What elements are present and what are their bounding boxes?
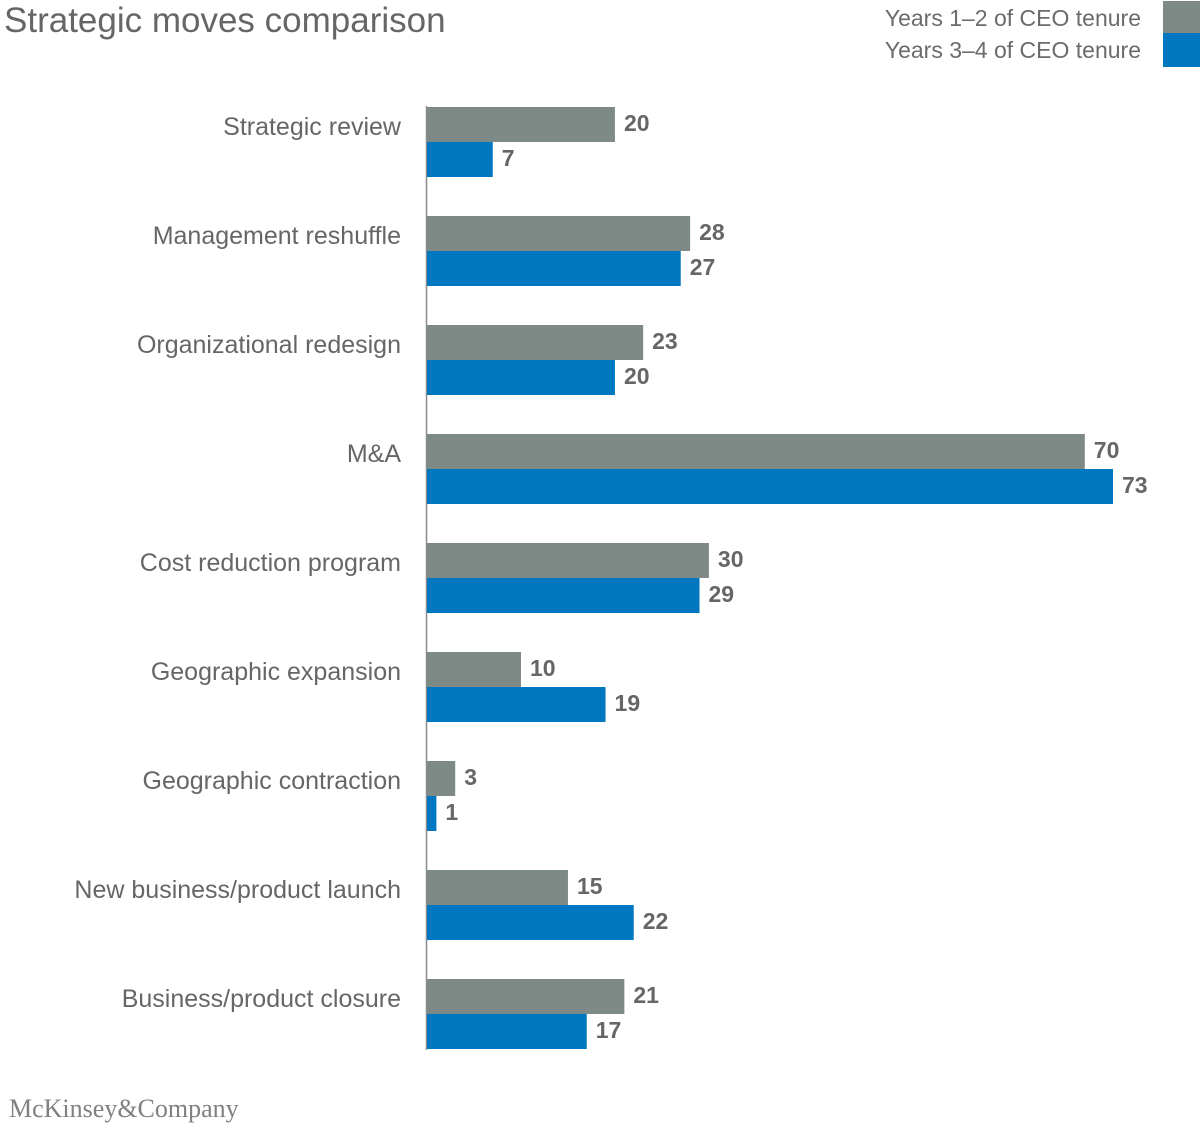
value-label-geographic-expansion-series-1: 10 bbox=[530, 655, 556, 681]
legend-swatch-gray bbox=[1163, 1, 1200, 35]
bar-cost-reduction-program-series-2 bbox=[427, 578, 700, 613]
bar-strategic-review-series-1 bbox=[427, 107, 615, 142]
bar-organizational-redesign-series-2 bbox=[427, 360, 615, 395]
value-label-geographic-expansion-series-2: 19 bbox=[615, 690, 641, 716]
legend-item-years-3-4: Years 3–4 of CEO tenure bbox=[884, 33, 1200, 67]
bar-cost-reduction-program-series-1 bbox=[427, 543, 709, 578]
category-label-cost-reduction-program: Cost reduction program bbox=[140, 549, 401, 577]
category-label-geographic-expansion: Geographic expansion bbox=[151, 658, 401, 686]
value-label-new-business-product-launch-series-2: 22 bbox=[643, 908, 669, 934]
value-label-geographic-contraction-series-1: 3 bbox=[464, 764, 477, 790]
legend-swatch-blue bbox=[1163, 33, 1200, 67]
bar-management-reshuffle-series-1 bbox=[427, 216, 691, 251]
value-label-cost-reduction-program-series-2: 29 bbox=[709, 581, 735, 607]
bar-manda-series-2 bbox=[427, 469, 1113, 504]
value-label-strategic-review-series-1: 20 bbox=[624, 110, 650, 136]
bar-business-product-closure-series-2 bbox=[427, 1014, 587, 1049]
legend-item-years-1-2: Years 1–2 of CEO tenure bbox=[884, 1, 1200, 35]
bar-business-product-closure-series-1 bbox=[427, 979, 625, 1014]
mckinsey-logo: McKinsey&Company bbox=[9, 1094, 239, 1123]
value-label-strategic-review-series-2: 7 bbox=[502, 145, 515, 171]
value-label-organizational-redesign-series-2: 20 bbox=[624, 363, 650, 389]
value-label-organizational-redesign-series-1: 23 bbox=[652, 328, 678, 354]
value-label-geographic-contraction-series-2: 1 bbox=[445, 799, 458, 825]
category-label-geographic-contraction: Geographic contraction bbox=[143, 767, 401, 795]
bar-geographic-expansion-series-2 bbox=[427, 687, 606, 722]
bar-organizational-redesign-series-1 bbox=[427, 325, 644, 360]
legend-label-years-1-2: Years 1–2 of CEO tenure bbox=[884, 4, 1141, 31]
value-label-business-product-closure-series-1: 21 bbox=[633, 982, 659, 1008]
category-label-management-reshuffle: Management reshuffle bbox=[153, 222, 401, 250]
category-label-new-business-product-launch: New business/product launch bbox=[74, 876, 401, 904]
value-label-manda-series-1: 70 bbox=[1094, 437, 1120, 463]
category-label-business-product-closure: Business/product closure bbox=[122, 985, 401, 1013]
bar-geographic-contraction-series-1 bbox=[427, 761, 456, 796]
bars-layer: Strategic review 20 7 Management reshuffle 2… bbox=[74, 107, 1148, 1049]
value-label-new-business-product-launch-series-1: 15 bbox=[577, 873, 603, 899]
value-label-manda-series-2: 73 bbox=[1122, 472, 1148, 498]
bar-new-business-product-launch-series-1 bbox=[427, 870, 568, 905]
bar-geographic-expansion-series-1 bbox=[427, 652, 521, 687]
bar-new-business-product-launch-series-2 bbox=[427, 905, 634, 940]
value-label-management-reshuffle-series-2: 27 bbox=[690, 254, 716, 280]
value-label-business-product-closure-series-2: 17 bbox=[596, 1017, 622, 1043]
bar-strategic-review-series-2 bbox=[427, 142, 493, 177]
chart-title: Strategic moves comparison bbox=[4, 1, 446, 40]
value-label-management-reshuffle-series-1: 28 bbox=[699, 219, 725, 245]
value-label-cost-reduction-program-series-1: 30 bbox=[718, 546, 744, 572]
legend-label-years-3-4: Years 3–4 of CEO tenure bbox=[884, 36, 1141, 63]
category-label-strategic-review: Strategic review bbox=[223, 113, 402, 141]
bar-geographic-contraction-series-2 bbox=[427, 796, 437, 831]
bar-management-reshuffle-series-2 bbox=[427, 251, 681, 286]
category-label-manda: M&A bbox=[347, 440, 402, 468]
legend: Years 1–2 of CEO tenure Years 3–4 of CEO… bbox=[884, 1, 1200, 67]
category-label-organizational-redesign: Organizational redesign bbox=[137, 331, 401, 359]
bar-manda-series-1 bbox=[427, 434, 1085, 469]
